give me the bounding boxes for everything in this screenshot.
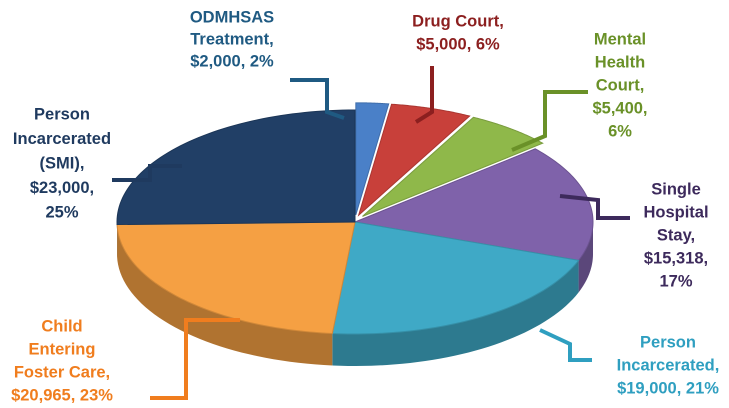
data-label: 25% xyxy=(45,203,78,221)
data-label: $2,000, 2% xyxy=(190,52,274,70)
data-label: Entering xyxy=(29,340,96,358)
pie xyxy=(116,102,594,366)
data-label: Incarcerated, xyxy=(617,356,720,374)
data-label: ODMHSAS xyxy=(190,8,274,26)
data-label: $23,000, xyxy=(30,179,94,197)
data-label: $19,000, 21% xyxy=(617,379,719,397)
data-label: Incarcerated xyxy=(13,130,111,148)
leader-line xyxy=(414,66,434,124)
data-label: Child xyxy=(41,317,82,335)
data-label: 6% xyxy=(608,122,632,140)
data-label: $15,318, xyxy=(644,249,708,267)
slice-side xyxy=(332,260,579,366)
data-label: Court, xyxy=(596,76,645,94)
leader-line xyxy=(150,318,240,400)
slice xyxy=(116,221,356,335)
data-label: $20,965, 23% xyxy=(11,386,113,404)
data-label: Drug Court, xyxy=(412,12,504,30)
leader-lines xyxy=(112,66,630,400)
data-label: Treatment, xyxy=(190,30,273,48)
data-label: Mental xyxy=(594,30,646,48)
data-label: (SMI), xyxy=(40,154,85,172)
data-label: Hospital xyxy=(643,203,708,221)
slice xyxy=(331,221,580,335)
slice xyxy=(116,109,356,226)
leader-line xyxy=(511,90,588,152)
data-label: Health xyxy=(595,53,645,71)
data-label: $5,000, 6% xyxy=(416,35,500,53)
leader-line xyxy=(539,328,592,362)
data-label: 17% xyxy=(659,272,692,290)
slice xyxy=(362,116,544,217)
data-label: $5,400, xyxy=(592,99,647,117)
data-label: Stay, xyxy=(657,226,695,244)
leader-line xyxy=(559,194,630,220)
data-labels: ODMHSAS Treatment, $2,000, 2% Drug Court, $5… xyxy=(11,8,719,404)
data-label: Foster Care, xyxy=(14,363,110,381)
slice xyxy=(353,148,594,261)
data-label: Person xyxy=(34,105,90,123)
data-label: Single xyxy=(651,180,701,198)
leader-line xyxy=(290,78,345,120)
data-label: Person xyxy=(640,333,696,351)
slice xyxy=(355,102,390,215)
leader-line xyxy=(112,164,182,182)
slice-side xyxy=(117,224,333,366)
slice-side xyxy=(578,222,593,293)
